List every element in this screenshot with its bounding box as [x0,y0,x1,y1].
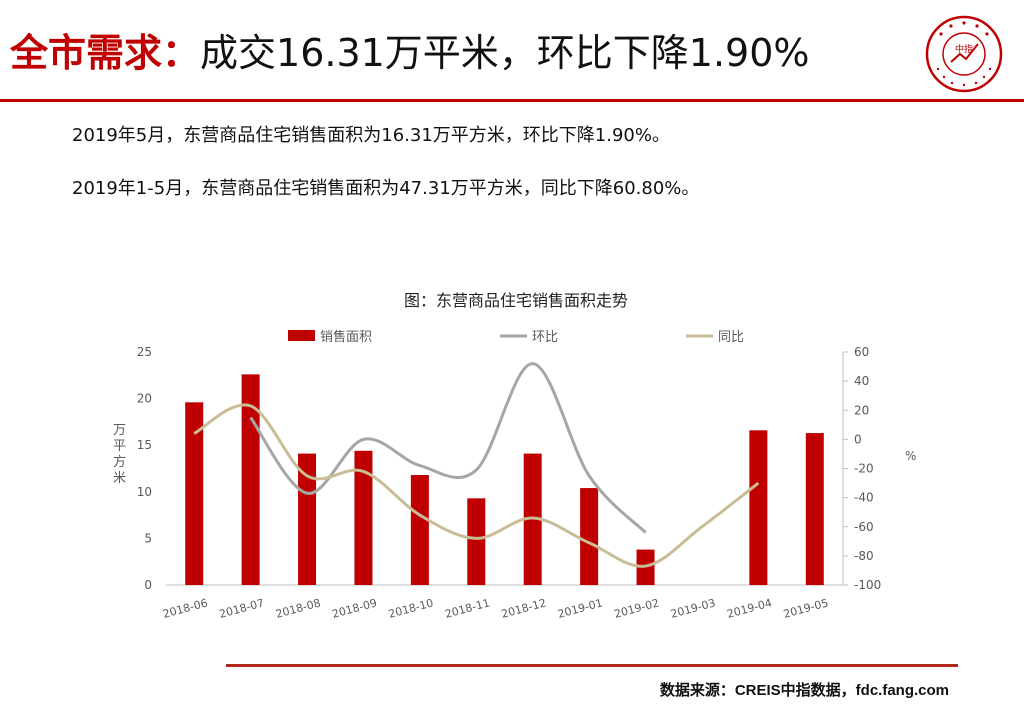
bar [185,402,204,585]
x-tick-label: 2018-12 [500,596,548,620]
x-tick-label: 2018-07 [218,596,266,620]
legend-swatch [288,330,315,341]
title-divider [0,99,1024,102]
x-tick-label: 2019-02 [613,596,661,620]
seal-center-text: 中指 [955,43,973,55]
footer-divider [226,664,958,667]
y2-tick-label: 40 [854,374,869,388]
y2-tick-label: 60 [854,345,869,359]
data-source: 数据来源：CREIS中指数据，fdc.fang.com [659,682,949,699]
y2-tick-label: -20 [854,462,874,476]
header: 全市需求：成交16.31万平米，环比下降1.90% 中指 [0,0,1024,102]
bar [410,475,429,585]
legend-label: 环比 [532,330,558,345]
bar-series [185,374,824,585]
y2-tick-label: -100 [854,578,881,592]
x-axis-labels: 2018-06 2018-07 2018-08 2018-09 2018-10 2018-… [161,596,829,620]
x-tick-label: 2018-10 [387,596,435,620]
y-tick-label: 5 [144,531,152,545]
legend-label: 销售面积 [320,329,372,345]
line-环比 [249,362,647,534]
y-tick-label: 15 [137,438,152,452]
y2-tick-label: -80 [854,549,874,563]
y-tick-label: 25 [137,345,152,359]
y2-tick-label: 0 [854,432,862,446]
title-text: 成交16.31万平米，环比下降1.90% [200,31,810,75]
x-tick-label: 2018-11 [444,596,492,620]
bar [749,430,768,585]
x-tick-label: 2019-03 [669,596,717,620]
bar [580,488,599,585]
chart-axes: 0 5 10 15 20 25 -100 -80 -60 -40 -20 0 20 40 60 万平方米% [113,345,916,592]
y-axis-title: 万平方米 [113,423,126,486]
y-tick-label: 20 [137,392,152,406]
page-title: 全市需求：成交16.31万平米，环比下降1.90% [10,30,810,76]
title-keyword: 全市需求： [10,31,201,75]
bar [805,433,824,585]
bar [467,498,486,585]
x-tick-label: 2018-09 [331,596,379,620]
y2-tick-label: -60 [854,520,874,534]
y2-axis-title: % [905,449,916,463]
summary-line-ytd: 2019年1-5月，东营商品住宅销售面积为47.31万平方米，同比下降60.80… [72,178,700,199]
chart-title: 图：东营商品住宅销售面积走势 [404,291,628,310]
x-tick-label: 2019-01 [556,596,604,620]
x-tick-label: 2018-06 [161,596,209,620]
chart-legend: 销售面积 环比 同比 [288,329,744,345]
line-同比 [193,403,760,568]
bar [354,450,373,585]
line-series [193,362,760,568]
y-tick-label: 10 [137,485,152,499]
legend-label: 同比 [718,330,744,345]
x-tick-label: 2018-08 [274,596,322,620]
bar [298,453,317,585]
summary-line-monthly: 2019年5月，东营商品住宅销售面积为16.31万平方米，环比下降1.90%。 [72,125,670,146]
y2-tick-label: 20 [854,403,869,417]
y2-tick-label: -40 [854,491,874,505]
x-tick-label: 2019-05 [782,596,830,620]
china-index-academy-seal-icon: 中指 [925,15,1003,93]
x-tick-label: 2019-04 [726,596,774,620]
y-tick-label: 0 [144,578,152,592]
